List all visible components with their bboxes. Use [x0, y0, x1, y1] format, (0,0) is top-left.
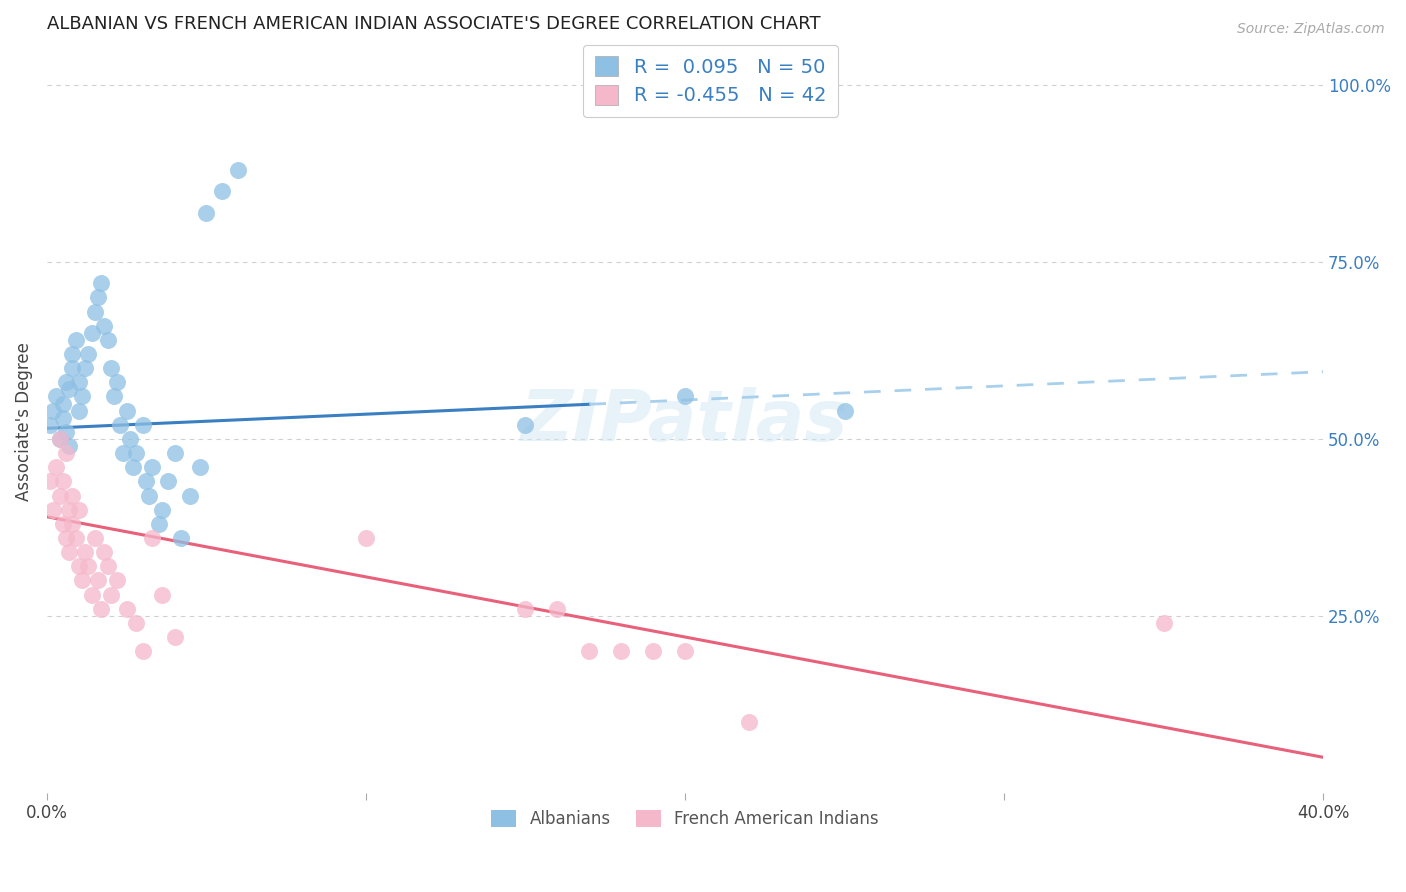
Point	[112, 446, 135, 460]
Point	[83, 304, 105, 318]
Point	[65, 333, 87, 347]
Legend: Albanians, French American Indians: Albanians, French American Indians	[484, 802, 887, 837]
Point	[738, 714, 761, 729]
Point	[90, 601, 112, 615]
Point	[148, 516, 170, 531]
Point	[67, 502, 90, 516]
Point	[515, 601, 537, 615]
Point	[122, 460, 145, 475]
Point	[62, 347, 84, 361]
Point	[52, 396, 75, 410]
Point	[55, 376, 77, 390]
Point	[80, 588, 103, 602]
Point	[42, 502, 65, 516]
Point	[228, 163, 250, 178]
Point	[48, 489, 70, 503]
Point	[141, 460, 163, 475]
Point	[77, 347, 100, 361]
Point	[673, 644, 696, 658]
Point	[55, 531, 77, 545]
Point	[515, 417, 537, 432]
Point	[118, 432, 141, 446]
Point	[48, 432, 70, 446]
Point	[135, 475, 157, 489]
Point	[87, 290, 110, 304]
Point	[103, 389, 125, 403]
Point	[75, 545, 97, 559]
Point	[45, 389, 67, 403]
Point	[115, 601, 138, 615]
Point	[70, 574, 93, 588]
Point	[58, 439, 80, 453]
Point	[39, 417, 62, 432]
Point	[58, 545, 80, 559]
Point	[90, 277, 112, 291]
Text: ZIPatlas: ZIPatlas	[522, 387, 849, 456]
Point	[83, 531, 105, 545]
Point	[188, 460, 211, 475]
Point	[163, 630, 186, 644]
Point	[75, 361, 97, 376]
Point	[211, 184, 233, 198]
Point	[62, 361, 84, 376]
Text: Source: ZipAtlas.com: Source: ZipAtlas.com	[1237, 22, 1385, 37]
Point	[131, 644, 153, 658]
Point	[58, 383, 80, 397]
Point	[150, 588, 173, 602]
Point	[80, 326, 103, 340]
Point	[52, 516, 75, 531]
Point	[67, 559, 90, 574]
Point	[125, 615, 148, 630]
Point	[578, 644, 600, 658]
Point	[48, 432, 70, 446]
Point	[62, 516, 84, 531]
Point	[100, 361, 122, 376]
Point	[195, 205, 218, 219]
Point	[93, 545, 115, 559]
Point	[67, 376, 90, 390]
Point	[62, 489, 84, 503]
Point	[55, 446, 77, 460]
Point	[163, 446, 186, 460]
Point	[643, 644, 665, 658]
Point	[150, 502, 173, 516]
Point	[42, 403, 65, 417]
Point	[77, 559, 100, 574]
Point	[96, 559, 118, 574]
Point	[52, 410, 75, 425]
Point	[138, 489, 160, 503]
Y-axis label: Associate's Degree: Associate's Degree	[15, 342, 32, 500]
Point	[93, 318, 115, 333]
Point	[131, 417, 153, 432]
Point	[52, 475, 75, 489]
Point	[105, 376, 128, 390]
Point	[70, 389, 93, 403]
Point	[141, 531, 163, 545]
Point	[610, 644, 633, 658]
Point	[157, 475, 180, 489]
Point	[673, 389, 696, 403]
Point	[96, 333, 118, 347]
Point	[546, 601, 568, 615]
Point	[115, 403, 138, 417]
Point	[105, 574, 128, 588]
Text: ALBANIAN VS FRENCH AMERICAN INDIAN ASSOCIATE'S DEGREE CORRELATION CHART: ALBANIAN VS FRENCH AMERICAN INDIAN ASSOC…	[46, 15, 821, 33]
Point	[45, 460, 67, 475]
Point	[58, 502, 80, 516]
Point	[67, 403, 90, 417]
Point	[55, 425, 77, 439]
Point	[100, 588, 122, 602]
Point	[87, 574, 110, 588]
Point	[125, 446, 148, 460]
Point	[1153, 615, 1175, 630]
Point	[354, 531, 377, 545]
Point	[170, 531, 193, 545]
Point	[39, 475, 62, 489]
Point	[65, 531, 87, 545]
Point	[834, 403, 856, 417]
Point	[179, 489, 201, 503]
Point	[110, 417, 132, 432]
